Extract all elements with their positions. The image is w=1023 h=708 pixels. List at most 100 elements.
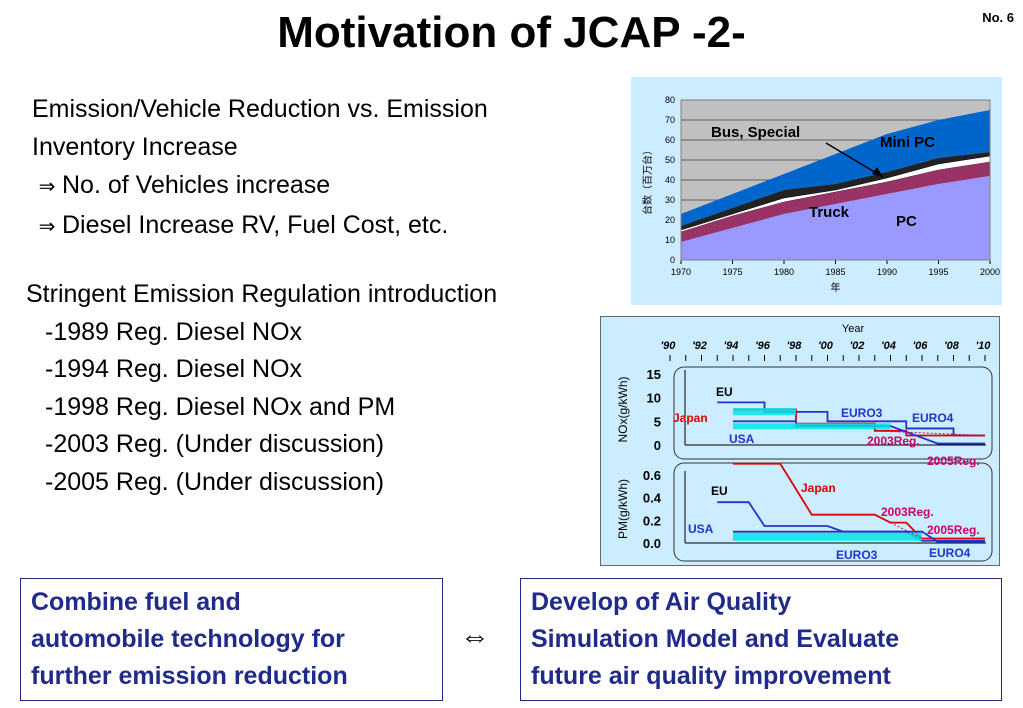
x-tick-label: 1990 bbox=[877, 267, 897, 277]
region-label: EU bbox=[716, 385, 733, 399]
box-line: automobile technology for bbox=[31, 625, 345, 653]
y-tick-label: 0 bbox=[654, 438, 661, 453]
regulation-item: -1989 Reg. Diesel NOx bbox=[45, 317, 303, 346]
region-label: EU bbox=[711, 484, 728, 498]
year-tick-label: '98 bbox=[787, 340, 803, 352]
implies-arrow-icon: ⇒ bbox=[38, 216, 56, 238]
box-line: Develop of Air Quality bbox=[531, 588, 792, 616]
arrow-item-text: Diesel Increase RV, Fuel Cost, etc. bbox=[62, 211, 449, 239]
area-series-2 bbox=[681, 162, 990, 242]
y-tick-label: 20 bbox=[665, 215, 675, 225]
region-label: USA bbox=[688, 522, 714, 536]
standard-label: EURO4 bbox=[912, 411, 954, 425]
region-label: Japan bbox=[673, 411, 708, 425]
intro-line: Inventory Increase bbox=[32, 133, 238, 161]
box-line: Combine fuel and bbox=[31, 588, 241, 616]
arrow-item: ⇒ No. of Vehicles increase bbox=[32, 166, 488, 206]
year-axis-title: Year bbox=[842, 323, 865, 335]
annotation-arrow bbox=[825, 142, 884, 178]
area-series-5 bbox=[681, 110, 990, 226]
series-line-usa bbox=[733, 530, 985, 543]
chart-annotation: Bus, Special bbox=[711, 124, 800, 141]
year-tick-label: '10 bbox=[976, 340, 992, 352]
year-tick-label: '06 bbox=[913, 340, 929, 352]
area-series-4 bbox=[681, 152, 990, 230]
y-tick-label: 30 bbox=[665, 195, 675, 205]
x-tick-label: 1995 bbox=[928, 267, 948, 277]
box-line: future air quality improvement bbox=[531, 662, 891, 690]
x-axis-title: 年 bbox=[831, 281, 841, 294]
year-tick-label: '96 bbox=[755, 340, 771, 352]
year-tick-label: '00 bbox=[818, 340, 834, 352]
y-tick-label: 0.4 bbox=[643, 491, 662, 506]
y-tick-label: 70 bbox=[665, 115, 675, 125]
x-tick-label: 1985 bbox=[825, 267, 845, 277]
regulation-chart-svg: Year '90 '92 '94 '96 '98 '00 '02 '04 '06 '08 '10 15 1… bbox=[616, 323, 993, 562]
y-tick-label: 0.2 bbox=[643, 513, 661, 528]
y-tick-label: 10 bbox=[647, 391, 661, 406]
regulation-item: -2003 Reg. (Under discussion) bbox=[45, 430, 385, 458]
regulation-label: 2005Reg. bbox=[927, 454, 980, 468]
y-tick-label: 10 bbox=[665, 235, 675, 245]
standard-label: EURO3 bbox=[836, 548, 878, 562]
double-arrow-icon: ⇔ bbox=[460, 620, 490, 653]
y-axis-title: PM(g/kWh) bbox=[616, 479, 630, 539]
area-series-1 bbox=[681, 176, 990, 260]
year-tick-label: '04 bbox=[881, 340, 896, 352]
regulation-label: 2005Reg. bbox=[927, 523, 980, 537]
vehicle-count-chart: 0 10 20 30 40 50 60 70 80 1970 1975 1980 1985 1990 199… bbox=[631, 77, 1002, 305]
y-tick-label: 0.6 bbox=[643, 468, 661, 483]
year-tick-label: '92 bbox=[692, 340, 707, 352]
y-tick-label: 50 bbox=[665, 155, 675, 165]
regulations-heading: Stringent Emission Regulation introducti… bbox=[26, 280, 498, 308]
year-tick-label: '94 bbox=[724, 340, 739, 352]
y-axis-title: NOx(g/kWh) bbox=[616, 376, 630, 442]
reg-dotted-line bbox=[890, 522, 923, 539]
regulation-label: 2003Reg. bbox=[881, 505, 934, 519]
regulation-item: -2005 Reg. (Under discussion) bbox=[45, 467, 385, 496]
annotation-arrowhead bbox=[872, 167, 883, 177]
air-quality-model-box: Develop of Air Quality Simulation Model … bbox=[520, 578, 1002, 701]
y-tick-label: 60 bbox=[665, 135, 675, 145]
slide-number: No. 6 bbox=[982, 10, 1014, 25]
y-axis-title: 台数（百万台） bbox=[641, 145, 654, 215]
implies-arrow-icon: ⇒ bbox=[38, 176, 56, 198]
usa-band bbox=[733, 423, 891, 430]
y-tick-label: 0 bbox=[670, 255, 675, 265]
fuel-technology-box: Combine fuel and automobile technology f… bbox=[20, 578, 443, 701]
y-tick-label: 80 bbox=[665, 95, 675, 105]
year-tick-label: '08 bbox=[944, 340, 960, 352]
chart-annotation: PC bbox=[896, 213, 917, 230]
slide-title: Motivation of JCAP -2- bbox=[277, 8, 746, 57]
y-tick-label: 5 bbox=[654, 414, 661, 429]
box-line: further emission reduction bbox=[31, 662, 348, 690]
regulation-item: -1994 Reg. Diesel NOx bbox=[45, 355, 303, 383]
regulation-label: 2003Reg. bbox=[867, 434, 920, 448]
year-tick-label: '02 bbox=[850, 340, 865, 352]
arrow-item-text: No. of Vehicles increase bbox=[62, 171, 331, 199]
plot-border bbox=[680, 99, 991, 261]
regulations-list: Stringent Emission Regulation introducti… bbox=[26, 276, 497, 501]
usa-band bbox=[733, 408, 796, 416]
x-tick-label: 1980 bbox=[774, 267, 794, 277]
usa-band bbox=[733, 532, 922, 541]
chart-annotation: Truck bbox=[809, 204, 850, 221]
arrow-item: ⇒ Diesel Increase RV, Fuel Cost, etc. bbox=[32, 206, 488, 246]
intro-line: Emission/Vehicle Reduction vs. Emission bbox=[32, 95, 488, 123]
y-tick-label: 0.0 bbox=[643, 536, 661, 551]
regulation-item: -1998 Reg. Diesel NOx and PM bbox=[45, 392, 396, 421]
y-tick-label: 40 bbox=[665, 175, 675, 185]
regulation-chart: Year '90 '92 '94 '96 '98 '00 '02 '04 '06 '08 '10 15 1… bbox=[600, 316, 1000, 566]
year-tick-label: '90 bbox=[661, 340, 677, 352]
x-tick-label: 2000 bbox=[980, 267, 1000, 277]
x-tick-label: 1970 bbox=[671, 267, 691, 277]
box-line: Simulation Model and Evaluate bbox=[531, 625, 900, 653]
y-tick-label: 15 bbox=[647, 367, 661, 382]
intro-text: Emission/Vehicle Reduction vs. Emission … bbox=[32, 90, 488, 246]
vehicle-count-chart-svg: 0 10 20 30 40 50 60 70 80 1970 1975 1980 1985 1990 199… bbox=[641, 95, 1000, 294]
standard-label: EURO4 bbox=[929, 546, 971, 560]
x-tick-label: 1975 bbox=[722, 267, 742, 277]
region-label: USA bbox=[729, 432, 755, 446]
region-label: Japan bbox=[801, 481, 836, 495]
series-line-eu bbox=[717, 401, 985, 437]
